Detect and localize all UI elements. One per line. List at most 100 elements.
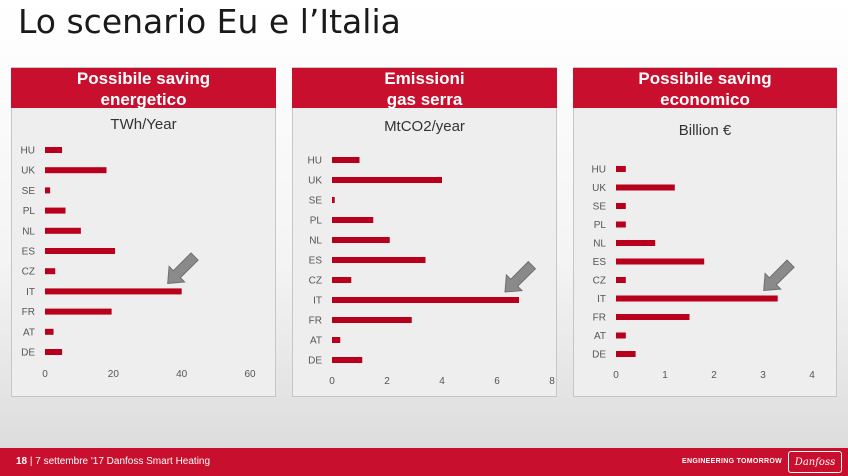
bar-it [332,297,519,303]
highlight-arrow-icon [504,260,537,293]
category-label-at: AT [594,331,606,342]
panel-header-line-2: economico [660,90,750,109]
category-label-se: SE [22,186,36,197]
bar-chart-economic: HU UK SE PL NL ES CZ IT FR AT DE 0 1 2 3 4 [592,165,816,382]
bar-chart-emissions: HU UK SE PL NL ES CZ IT FR AT DE 0 2 4 6 8 [308,156,556,388]
bar-se [45,187,51,194]
panel-unit: Billion € [678,122,732,139]
bar-se [332,197,335,203]
danfoss-logo: Danfoss [788,451,842,473]
panel-header-line-1: Possibile saving [76,69,211,88]
category-label-nl: NL [593,239,606,250]
category-label-fr: FR [309,316,322,327]
bar-pl [332,217,374,223]
highlight-arrow-icon [167,252,199,284]
category-label-pl: PL [594,220,607,231]
category-label-uk: UK [21,166,35,177]
x-tick-label: 3 [760,370,766,381]
panel-header-line-1: Possibile saving [638,69,772,88]
bar-nl [332,237,390,243]
bar-de [616,351,636,357]
page-title: Lo scenario Eu e l’Italia [18,2,401,41]
category-label-se: SE [309,196,323,207]
x-tick-label: 0 [42,369,48,380]
category-label-hu: HU [21,146,35,157]
category-label-at: AT [23,327,35,338]
category-label-nl: NL [309,236,322,247]
category-label-se: SE [593,202,607,213]
x-tick-label: 0 [613,370,619,381]
bar-cz [332,277,352,283]
x-tick-label: 8 [549,376,555,387]
footer-text: 18 | 7 settembre '17 Danfoss Smart Heati… [16,456,210,467]
bar-at [616,332,626,339]
panel-header: Emissioni gas serra [292,68,557,109]
x-tick-label: 6 [494,376,500,387]
x-tick-label: 2 [711,370,717,381]
category-label-fr: FR [593,313,606,324]
bar-de [45,349,63,355]
panel-header: Possibile saving economico [573,68,837,109]
category-label-cz: CZ [593,276,606,287]
category-label-cz: CZ [309,276,322,287]
tagline: ENGINEERING TOMORROW [682,458,782,465]
bar-hu [616,166,626,172]
slide-number: 18 [16,456,28,467]
category-label-nl: NL [22,226,35,237]
bar-es [45,248,116,254]
x-tick-label: 4 [809,370,815,381]
category-label-it: IT [26,287,35,298]
bar-cz [45,268,56,275]
bar-de [332,357,363,363]
bar-fr [332,317,412,323]
category-label-es: ES [309,256,323,267]
bar-hu [332,157,360,163]
category-label-de: DE [592,350,606,361]
category-label-de: DE [21,348,35,359]
x-tick-label: 40 [176,369,188,380]
panel-unit: TWh/Year [110,116,177,133]
bar-es [616,258,705,265]
bar-it [45,288,182,295]
category-label-es: ES [22,247,36,258]
panel-header-line-1: Emissioni [384,69,465,88]
bar-at [45,328,54,335]
category-label-es: ES [593,257,607,268]
category-label-hu: HU [592,165,606,176]
category-label-at: AT [310,336,322,347]
category-label-fr: FR [22,307,35,318]
category-label-uk: UK [308,176,322,187]
bar-fr [45,308,112,315]
bar-pl [45,207,66,214]
bar-it [616,295,778,302]
footer-separator: | [27,456,36,467]
category-label-uk: UK [592,183,606,194]
category-label-it: IT [313,296,322,307]
category-label-de: DE [308,356,322,367]
bar-cz [616,277,626,283]
highlight-arrow-icon [763,259,795,292]
chart-panel-economic: Possibile saving economico Billion € HU U… [573,67,837,397]
category-label-it: IT [597,294,606,305]
bar-es [332,257,426,263]
bar-nl [45,227,81,234]
x-tick-label: 2 [384,376,390,387]
footer-bar: 18 | 7 settembre '17 Danfoss Smart Heati… [0,448,848,476]
bar-chart-energy: HU UK SE PL NL ES CZ IT FR AT DE 0 20 40 60 [21,146,256,381]
bar-hu [45,147,63,153]
chart-panel-emissions: Emissioni gas serra MtCO2/year HU UK SE PL N… [292,67,557,397]
bar-se [616,203,626,209]
panel-header: Possibile saving energetico [11,68,276,109]
bar-at [332,337,341,343]
x-tick-label: 20 [108,369,120,380]
panel-unit: MtCO2/year [384,118,465,135]
panel-header-line-2: energetico [100,90,187,109]
category-label-cz: CZ [22,267,35,278]
x-tick-label: 1 [662,370,668,381]
chart-panel-energy: Possibile saving energetico TWh/Year HU U… [11,67,276,397]
bar-uk [332,177,442,183]
category-label-pl: PL [310,216,323,227]
bar-uk [616,184,675,191]
bar-nl [616,240,656,246]
x-tick-label: 4 [439,376,445,387]
